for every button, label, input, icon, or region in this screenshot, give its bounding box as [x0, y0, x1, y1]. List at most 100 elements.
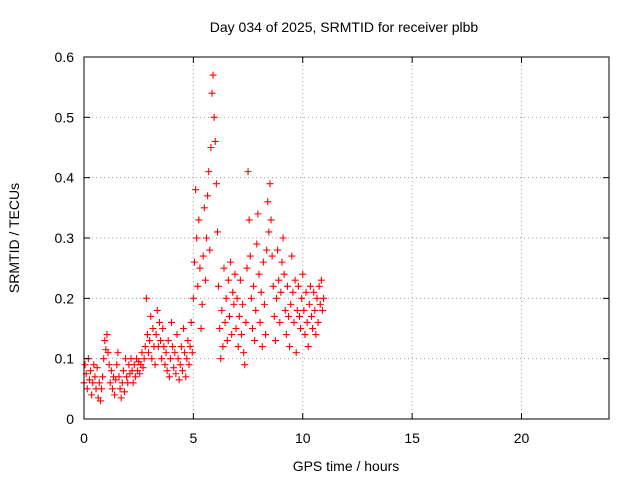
data-point: [231, 270, 239, 278]
data-point: [309, 325, 317, 332]
data-point: [147, 312, 155, 320]
data-point: [153, 306, 161, 314]
data-point: [273, 294, 280, 302]
data-point: [112, 376, 120, 384]
data-point: [262, 331, 270, 339]
data-point: [232, 325, 240, 332]
data-point: [280, 270, 288, 278]
data-point: [204, 192, 212, 200]
data-point: [314, 318, 322, 326]
data-point: [91, 373, 99, 381]
data-point: [234, 343, 242, 351]
data-point: [107, 367, 115, 375]
data-point: [268, 252, 276, 260]
data-point: [238, 331, 245, 339]
data-point: [149, 325, 157, 332]
data-point: [218, 306, 226, 314]
data-point: [255, 270, 263, 278]
data-point: [251, 337, 259, 345]
data-point: [130, 361, 138, 369]
data-point: [289, 288, 297, 296]
data-point: [241, 361, 249, 369]
data-point: [274, 246, 282, 254]
data-point: [279, 234, 287, 242]
data-point: [198, 300, 206, 308]
data-point: [208, 89, 216, 97]
data-point: [292, 349, 300, 357]
data-point: [170, 364, 178, 372]
data-point: [299, 270, 307, 278]
data-point: [311, 306, 319, 314]
data-point: [182, 373, 190, 381]
data-point: [304, 343, 312, 351]
data-point: [266, 180, 274, 188]
data-point: [95, 379, 103, 387]
data-point: [253, 240, 261, 248]
data-point: [312, 331, 320, 339]
data-point: [199, 252, 207, 260]
data-point: [240, 349, 248, 357]
data-point: [293, 306, 301, 314]
data-point: [316, 300, 324, 308]
data-point: [188, 349, 196, 357]
data-point: [131, 373, 139, 381]
data-point: [203, 234, 210, 242]
data-point: [315, 282, 323, 290]
data-point: [230, 300, 238, 308]
data-point: [176, 361, 184, 369]
data-point: [89, 379, 97, 387]
data-point: [310, 288, 318, 296]
data-point: [160, 343, 168, 351]
data-point: [90, 361, 98, 369]
x-axis-label: GPS time / hours: [293, 458, 400, 474]
x-tick-label: 10: [295, 430, 311, 446]
data-point: [114, 349, 122, 357]
data-point: [136, 370, 144, 378]
data-point: [106, 379, 114, 387]
data-point: [318, 306, 326, 314]
data-point: [194, 282, 202, 290]
data-point: [164, 337, 172, 345]
data-point: [260, 300, 268, 308]
data-point: [169, 343, 177, 351]
data-point: [244, 168, 252, 176]
data-point: [157, 337, 165, 345]
data-point: [104, 349, 112, 357]
data-point: [183, 355, 191, 363]
data-point: [305, 300, 313, 308]
data-point: [236, 276, 244, 284]
chart-title: Day 034 of 2025, SRMTID for receiver plb…: [210, 19, 479, 35]
data-point: [252, 306, 260, 314]
data-point: [276, 318, 284, 326]
data-point: [269, 282, 277, 290]
data-point: [186, 343, 194, 351]
data-point: [291, 276, 299, 284]
data-point: [159, 325, 167, 332]
data-point: [197, 325, 205, 332]
data-point: [140, 355, 148, 363]
data-point: [228, 331, 236, 339]
y-tick-label: 0.1: [55, 351, 75, 367]
data-point: [193, 234, 201, 242]
data-point: [138, 349, 146, 357]
data-point: [278, 258, 286, 266]
data-point: [271, 337, 279, 345]
data-point: [277, 288, 285, 296]
data-point: [297, 325, 305, 332]
y-tick-label: 0: [66, 411, 74, 427]
data-point: [173, 331, 181, 339]
data-point: [168, 318, 175, 326]
data-point: [264, 198, 272, 206]
data-point: [139, 364, 147, 372]
data-point: [172, 370, 180, 378]
data-point: [123, 373, 131, 381]
data-point: [88, 391, 96, 399]
data-point: [301, 331, 309, 339]
data-point: [317, 276, 325, 284]
data-point: [275, 276, 283, 284]
data-point: [116, 385, 124, 393]
data-point: [201, 276, 209, 284]
data-point: [254, 210, 262, 218]
data-point: [220, 264, 228, 272]
